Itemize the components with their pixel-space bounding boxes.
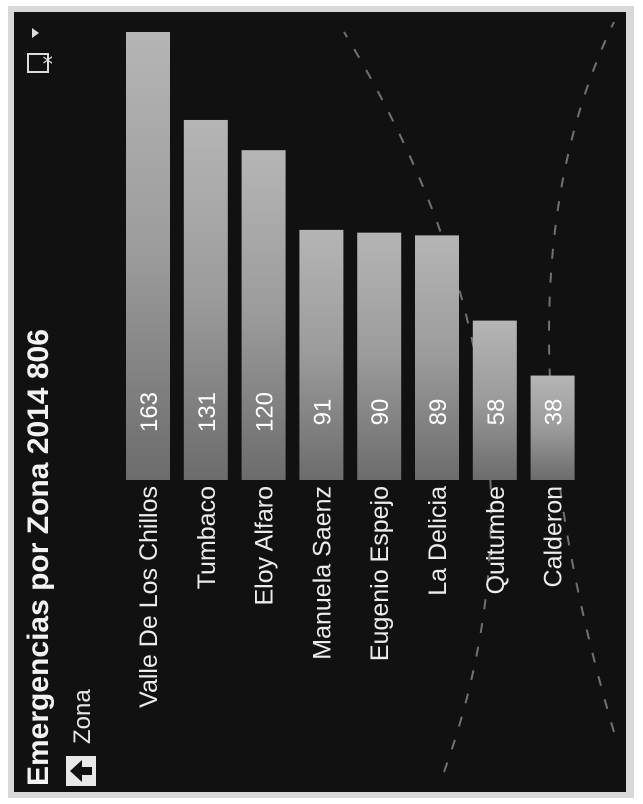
- category-label: Tumbaco: [193, 486, 221, 589]
- category-label: Eugenio Espejo: [366, 486, 394, 661]
- svg-text:x: x: [39, 56, 56, 64]
- decorative-arc: [343, 31, 492, 773]
- data-label: 89: [425, 399, 452, 426]
- bar[interactable]: [241, 150, 286, 480]
- data-label: 163: [136, 392, 163, 432]
- chart-title: Emergencias por Zona 2014 806: [22, 329, 55, 786]
- bar[interactable]: [357, 232, 402, 480]
- category-label: Manuela Saenz: [308, 486, 336, 660]
- data-label: 58: [483, 399, 510, 426]
- value-labels: 163 131 120 91 90 89 58 38: [136, 392, 568, 432]
- bar[interactable]: [472, 320, 517, 480]
- decorative-arc: [548, 21, 615, 733]
- clear-filter-icon[interactable]: x: [27, 28, 56, 73]
- screenshot-frame: Emergencias por Zona 2014 806 x Zona Val…: [8, 6, 634, 798]
- category-label: La Delicia: [424, 486, 452, 596]
- bar[interactable]: [299, 229, 344, 480]
- category-labels: Valle De Los Chillos Tumbaco Eloy Alfaro Ma…: [135, 486, 568, 708]
- bar-chart: Emergencias por Zona 2014 806 x Zona Val…: [22, 21, 615, 786]
- data-label: 131: [194, 392, 221, 432]
- data-label: 120: [252, 392, 279, 432]
- bar[interactable]: [415, 235, 459, 480]
- chart-panel: Emergencias por Zona 2014 806 x Zona Val…: [14, 12, 626, 792]
- drill-level-label: Zona: [69, 689, 96, 744]
- rotated-chart-area: Emergencias por Zona 2014 806 x Zona Val…: [14, 12, 626, 792]
- up-arrow-icon[interactable]: [66, 756, 96, 786]
- bar[interactable]: [126, 32, 170, 480]
- bars-group: [126, 32, 575, 480]
- data-label: 90: [367, 399, 394, 426]
- data-label: 91: [309, 399, 336, 426]
- bar[interactable]: [530, 375, 575, 480]
- data-label: 38: [541, 399, 568, 426]
- bar[interactable]: [183, 119, 228, 480]
- category-label: Quitumbe: [482, 486, 510, 594]
- category-label: Calderon: [540, 486, 568, 587]
- category-label: Valle De Los Chillos: [135, 486, 163, 708]
- category-label: Eloy Alfaro: [251, 486, 279, 606]
